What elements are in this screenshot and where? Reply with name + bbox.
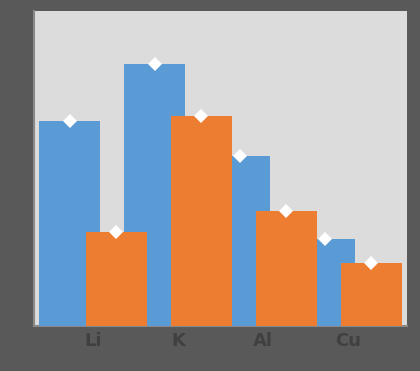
- Bar: [171, 116, 232, 326]
- Bar: [124, 64, 185, 326]
- Bar: [86, 232, 147, 326]
- Bar: [209, 156, 270, 326]
- Bar: [294, 239, 355, 326]
- Bar: [39, 121, 100, 326]
- Bar: [256, 211, 317, 326]
- Bar: [341, 263, 402, 326]
